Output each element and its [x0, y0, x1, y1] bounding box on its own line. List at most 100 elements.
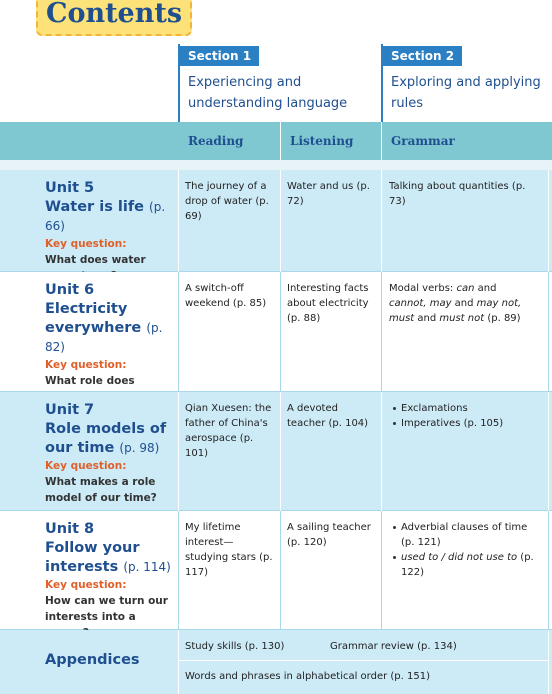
grammar-text: must not [439, 313, 485, 324]
unit-page: (p. 66) [45, 200, 166, 233]
column-divider [178, 392, 179, 511]
appendix-row: Appendices Study skills (p. 130) Grammar r… [0, 630, 552, 694]
unit-name: Role models of our time (p. 98) [45, 420, 177, 458]
column-header: Listening [290, 134, 354, 148]
listening: Interesting facts about electricity (p. … [287, 283, 369, 324]
key-label: Key question: [45, 460, 127, 472]
unit-name: Electricity everywhere (p. 82) [45, 300, 177, 357]
grammar: Talking about quantities (p. 73) [379, 179, 530, 209]
unit-title: Role models of our time [45, 421, 167, 456]
grammar-text: used to / did not use to [401, 552, 518, 563]
unit-cell: Unit 5 Water is life (p. 66) Key question:… [45, 179, 177, 284]
unit-title: Electricity everywhere [45, 301, 142, 336]
key-label: Key question: [45, 359, 127, 371]
unit-cell: Unit 8 Follow your interests (p. 114) Key … [45, 520, 177, 641]
key-question: What makes a role model of our time? [45, 476, 157, 504]
column-header: Grammar [391, 134, 455, 148]
unit-name: Follow your interests (p. 114) [45, 539, 177, 577]
header-band [0, 122, 552, 160]
column-divider [548, 272, 549, 392]
column-divider [280, 392, 281, 511]
appendix-label: Appendices [45, 652, 140, 668]
column-divider [548, 170, 549, 272]
grammar: Modal verbs: can and cannot, may and may… [379, 281, 530, 326]
column-divider [280, 122, 281, 160]
section-tab: Section 1 [180, 46, 260, 66]
column-divider [548, 511, 549, 630]
key-label: Key question: [45, 579, 127, 591]
listening: Water and us (p. 72) [287, 181, 370, 207]
reading: Qian Xuesen: the father of China's aeros… [185, 403, 272, 459]
grammar-text: (p. 122) [401, 552, 534, 578]
appendix-item: Study skills (p. 130) [185, 641, 285, 652]
column-divider [381, 170, 382, 272]
unit-row: Unit 7 Role models of our time (p. 98) Key… [0, 392, 552, 511]
column-divider [381, 122, 382, 160]
column-divider [381, 511, 382, 630]
reading: My lifetime interest—studying stars (p. … [185, 522, 273, 578]
grammar-text: and [474, 283, 497, 294]
unit-name: Water is life (p. 66) [45, 198, 177, 236]
grammar: Exclamations Imperatives (p. 105) [391, 401, 542, 431]
section-rule [381, 44, 383, 122]
title: Contents [45, 0, 183, 29]
appendix-item: Grammar review (p. 134) [330, 641, 457, 652]
listening: A sailing teacher (p. 120) [287, 522, 371, 548]
unit-number: Unit 5 [45, 180, 95, 196]
unit-row: Unit 6 Electricity everywhere (p. 82) Key … [0, 272, 552, 419]
reading: A switch-off weekend (p. 85) [185, 283, 267, 309]
appendix-item: Words and phrases in alphabetical order … [185, 671, 430, 682]
grammar-item: Exclamations [393, 401, 542, 416]
unit-number: Unit 8 [45, 521, 95, 537]
grammar-text: Adverbial clauses of time (p. 121) [401, 522, 528, 548]
column-divider [280, 511, 281, 630]
unit-title: Water is life [45, 199, 144, 215]
reading: The journey of a drop of water (p. 69) [185, 181, 269, 222]
grammar-text: can [456, 283, 475, 294]
grammar: Adverbial clauses of time (p. 121) used t… [391, 520, 542, 580]
key-label: Key question: [45, 238, 127, 250]
unit-cell: Unit 7 Role models of our time (p. 98) Key… [45, 401, 177, 506]
unit-row: Unit 8 Follow your interests (p. 114) Key … [0, 511, 552, 639]
gap-band [0, 160, 552, 170]
column-divider [381, 392, 382, 511]
column-divider [178, 511, 179, 630]
unit-title: Follow your interests [45, 540, 140, 575]
column-divider [178, 272, 179, 392]
column-divider [280, 272, 281, 392]
unit-page: (p. 114) [123, 560, 171, 574]
grammar-item: Talking about quantities (p. 73) [389, 179, 530, 209]
grammar-text: Exclamations [401, 403, 468, 414]
unit-number: Unit 6 [45, 282, 95, 298]
unit-row: Unit 5 Water is life (p. 66) Key question:… [0, 170, 552, 282]
unit-page: (p. 82) [45, 321, 163, 354]
title-box: Contents [36, 0, 192, 36]
row-divider [178, 660, 548, 661]
column-divider [178, 630, 179, 694]
section-title: Experiencing and understanding language [188, 75, 348, 111]
grammar-text: Modal verbs: [389, 283, 457, 294]
grammar-text: Talking about quantities (p. 73) [389, 181, 526, 207]
grammar-text: (p. 89) [484, 313, 521, 324]
unit-page: (p. 98) [119, 441, 160, 455]
unit-number: Unit 7 [45, 402, 95, 418]
column-divider [548, 392, 549, 511]
section-title: Exploring and applying rules [391, 75, 541, 111]
listening: A devoted teacher (p. 104) [287, 403, 369, 429]
grammar-item: used to / did not use to (p. 122) [393, 550, 542, 580]
grammar-text: may not, must [389, 298, 522, 324]
column-divider [178, 170, 179, 272]
grammar-text: Imperatives (p. 105) [401, 418, 504, 429]
grammar-item: Modal verbs: can and cannot, may and may… [389, 281, 530, 326]
column-divider [280, 170, 281, 272]
grammar-item: Imperatives (p. 105) [393, 416, 542, 431]
section-tab: Section 2 [383, 46, 463, 66]
grammar-text: cannot, may [389, 298, 452, 309]
column-divider [548, 630, 549, 694]
grammar-text: and [414, 313, 440, 324]
grammar-text: and [451, 298, 477, 309]
section-rule [178, 44, 180, 122]
grammar-item: Adverbial clauses of time (p. 121) [393, 520, 542, 550]
column-header: Reading [188, 134, 244, 148]
